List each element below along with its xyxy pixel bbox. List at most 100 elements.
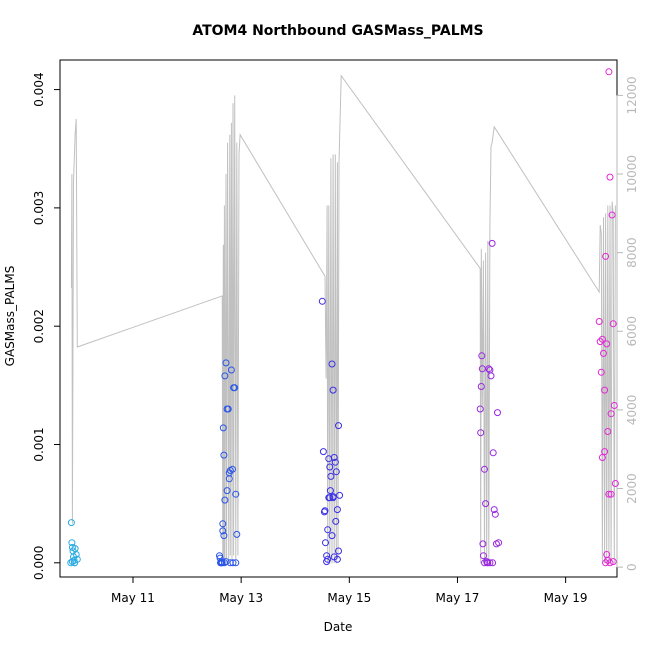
scatter-series-day19 <box>595 68 619 567</box>
data-point <box>219 520 227 528</box>
data-point <box>597 368 605 376</box>
data-point <box>323 552 331 560</box>
data-point <box>609 320 617 328</box>
data-point <box>598 454 606 461</box>
data-point <box>67 559 75 567</box>
data-point <box>223 487 231 495</box>
data-point <box>605 68 613 76</box>
data-point <box>491 510 499 518</box>
y-axis: 0.000 0.001 0.002 0.003 0.004 <box>32 72 61 580</box>
x-axis: May 11 May 13 May 15 May 17 May 19 <box>111 576 588 605</box>
scatter-series-day14 <box>318 297 344 566</box>
data-point <box>489 559 497 567</box>
data-point <box>481 465 488 473</box>
data-point <box>479 540 487 548</box>
data-point <box>477 383 485 390</box>
data-point <box>67 519 75 527</box>
data-point <box>219 424 227 432</box>
secondary-y-tick-label: 2000 <box>625 473 639 504</box>
data-point <box>227 366 235 374</box>
data-point <box>71 559 79 567</box>
data-point <box>328 360 336 368</box>
data-point <box>494 409 501 417</box>
altitude-line-layer <box>70 74 616 564</box>
data-point <box>604 428 612 435</box>
data-point <box>322 539 329 547</box>
data-point <box>220 532 228 540</box>
data-point <box>233 530 241 538</box>
secondary-y-tick-label: 8000 <box>625 237 639 268</box>
data-point <box>489 449 497 457</box>
y-tick-label: 0.002 <box>32 309 46 343</box>
data-point <box>478 352 486 360</box>
data-point <box>488 239 496 247</box>
x-tick-label: May 17 <box>436 591 480 605</box>
data-point <box>332 517 340 525</box>
secondary-y-tick-label: 12000 <box>625 76 639 114</box>
data-point <box>333 555 341 563</box>
data-point <box>602 252 610 260</box>
data-point <box>601 448 609 456</box>
data-point <box>329 386 337 394</box>
data-point <box>224 405 232 413</box>
x-tick-label: May 15 <box>327 591 371 605</box>
data-point <box>324 526 332 534</box>
secondary-y-tick-label: 10000 <box>625 155 639 193</box>
altitude-line <box>70 74 616 564</box>
data-point <box>595 318 603 325</box>
data-point <box>331 458 339 466</box>
y-tick-label: 0.003 <box>32 191 46 225</box>
data-point <box>232 490 240 498</box>
data-point <box>68 539 76 547</box>
data-point <box>72 551 80 558</box>
data-point <box>481 559 488 567</box>
data-point <box>319 448 327 456</box>
data-point <box>335 422 342 430</box>
data-point <box>482 500 490 508</box>
x-tick-label: May 11 <box>111 591 155 605</box>
data-point <box>336 491 344 499</box>
data-point <box>479 552 487 560</box>
scatter-series-day12 <box>216 359 241 567</box>
data-point <box>476 405 484 413</box>
data-point <box>596 338 604 346</box>
data-point <box>483 559 491 567</box>
data-point <box>485 365 493 373</box>
data-point <box>600 349 607 357</box>
data-point <box>225 475 233 483</box>
data-point <box>601 386 609 394</box>
scatter-series-day17 <box>476 239 503 567</box>
chart-title: ATOM4 Northbound GASMass_PALMS <box>192 23 483 39</box>
data-point <box>605 490 613 498</box>
secondary-y-tick-label: 6000 <box>625 316 639 347</box>
data-point <box>332 468 340 476</box>
data-point <box>220 451 228 459</box>
data-point <box>490 506 498 514</box>
data-point <box>330 454 338 461</box>
secondary-y-axis: 0 2000 4000 6000 8000 10000 12000 <box>616 76 639 571</box>
data-point <box>477 429 485 437</box>
secondary-y-tick-label: 4000 <box>625 395 639 426</box>
data-point <box>222 558 230 566</box>
data-point <box>604 556 612 564</box>
data-point <box>607 410 615 418</box>
data-point <box>326 487 334 495</box>
data-point <box>219 527 227 535</box>
data-point <box>606 173 614 181</box>
data-point <box>326 463 334 471</box>
y-axis-label: GASMass_PALMS <box>3 266 17 367</box>
data-point <box>321 507 329 515</box>
data-point <box>229 465 236 473</box>
x-axis-label: Date <box>324 620 353 634</box>
y-tick-label: 0.004 <box>32 72 46 106</box>
y-tick-label: 0.000 <box>32 546 46 580</box>
scatter-series-day10 <box>67 519 81 567</box>
data-point <box>323 558 331 566</box>
data-point <box>495 539 503 547</box>
data-point <box>222 359 230 367</box>
data-point <box>231 384 239 392</box>
x-tick-label: May 13 <box>219 591 263 605</box>
data-point <box>229 559 237 567</box>
data-point <box>318 297 326 305</box>
